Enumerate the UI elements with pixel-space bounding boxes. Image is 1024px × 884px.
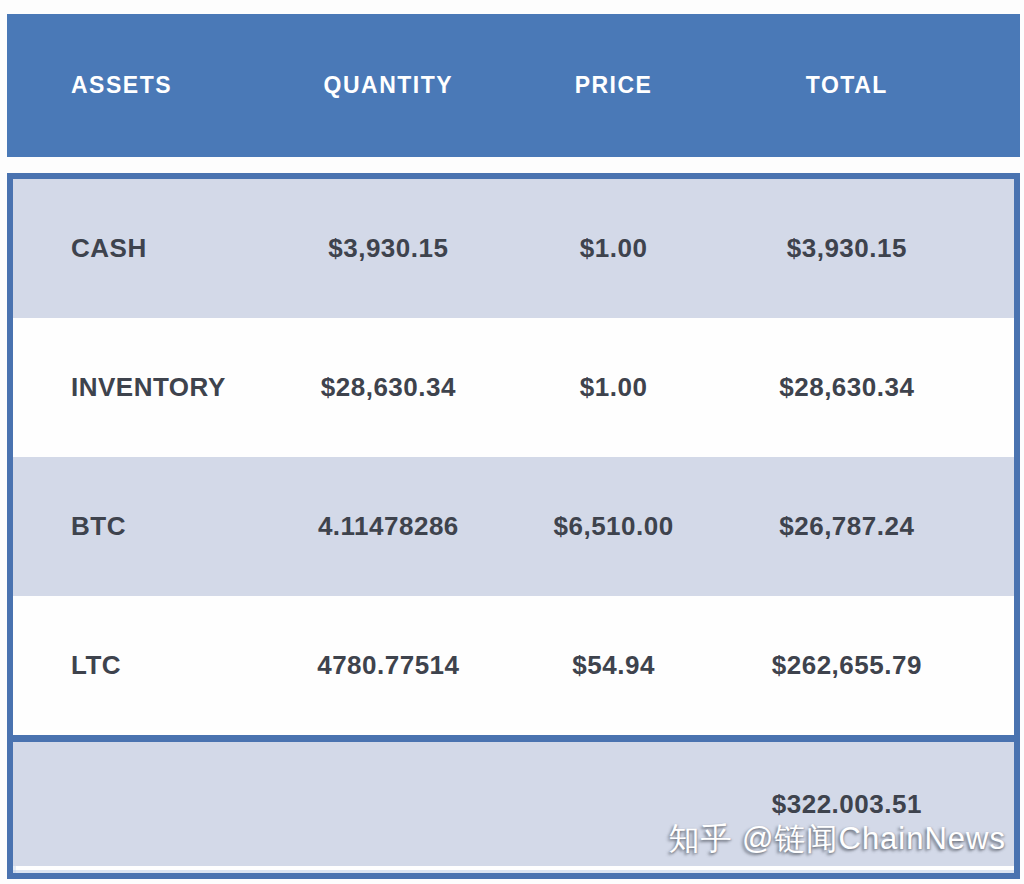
grand-total-divider [13, 735, 1014, 742]
asset-price: $1.00 [503, 372, 723, 403]
column-header-assets: ASSETS [13, 72, 273, 99]
asset-name: LTC [13, 650, 273, 681]
asset-total: $3,930.15 [724, 233, 1014, 264]
asset-price: $6,510.00 [503, 511, 723, 542]
table-row-cash: CASH $3,930.15 $1.00 $3,930.15 [13, 179, 1014, 318]
table-body: CASH $3,930.15 $1.00 $3,930.15 INVENTORY… [7, 173, 1020, 879]
asset-quantity: 4780.77514 [273, 650, 503, 681]
column-header-total: TOTAL [724, 72, 1014, 99]
asset-total: $26,787.24 [724, 511, 1014, 542]
watermark-text: 知乎 @链闻ChainNews [668, 821, 1006, 856]
asset-quantity: 4.11478286 [273, 511, 503, 542]
asset-total: $28,630.34 [724, 372, 1014, 403]
asset-name: CASH [13, 233, 273, 264]
column-header-quantity: QUANTITY [273, 72, 503, 99]
table-row-ltc: LTC 4780.77514 $54.94 $262,655.79 [13, 596, 1014, 735]
table-row-btc: BTC 4.11478286 $6,510.00 $26,787.24 [13, 457, 1014, 596]
asset-name: BTC [13, 511, 273, 542]
assets-table-page: ASSETS QUANTITY PRICE TOTAL CASH $3,930.… [0, 0, 1024, 884]
table-row-inventory: INVENTORY $28,630.34 $1.00 $28,630.34 [13, 318, 1014, 457]
asset-price: $54.94 [503, 650, 723, 681]
asset-quantity: $28,630.34 [273, 372, 503, 403]
asset-quantity: $3,930.15 [273, 233, 503, 264]
asset-name: INVENTORY [13, 372, 273, 403]
table-header-row: ASSETS QUANTITY PRICE TOTAL [7, 14, 1020, 157]
watermark: 知乎 @链闻ChainNews [668, 818, 1006, 860]
column-header-price: PRICE [503, 72, 723, 99]
asset-price: $1.00 [503, 233, 723, 264]
grand-total-value: $322.003.51 [724, 789, 1014, 820]
asset-total: $262,655.79 [724, 650, 1014, 681]
